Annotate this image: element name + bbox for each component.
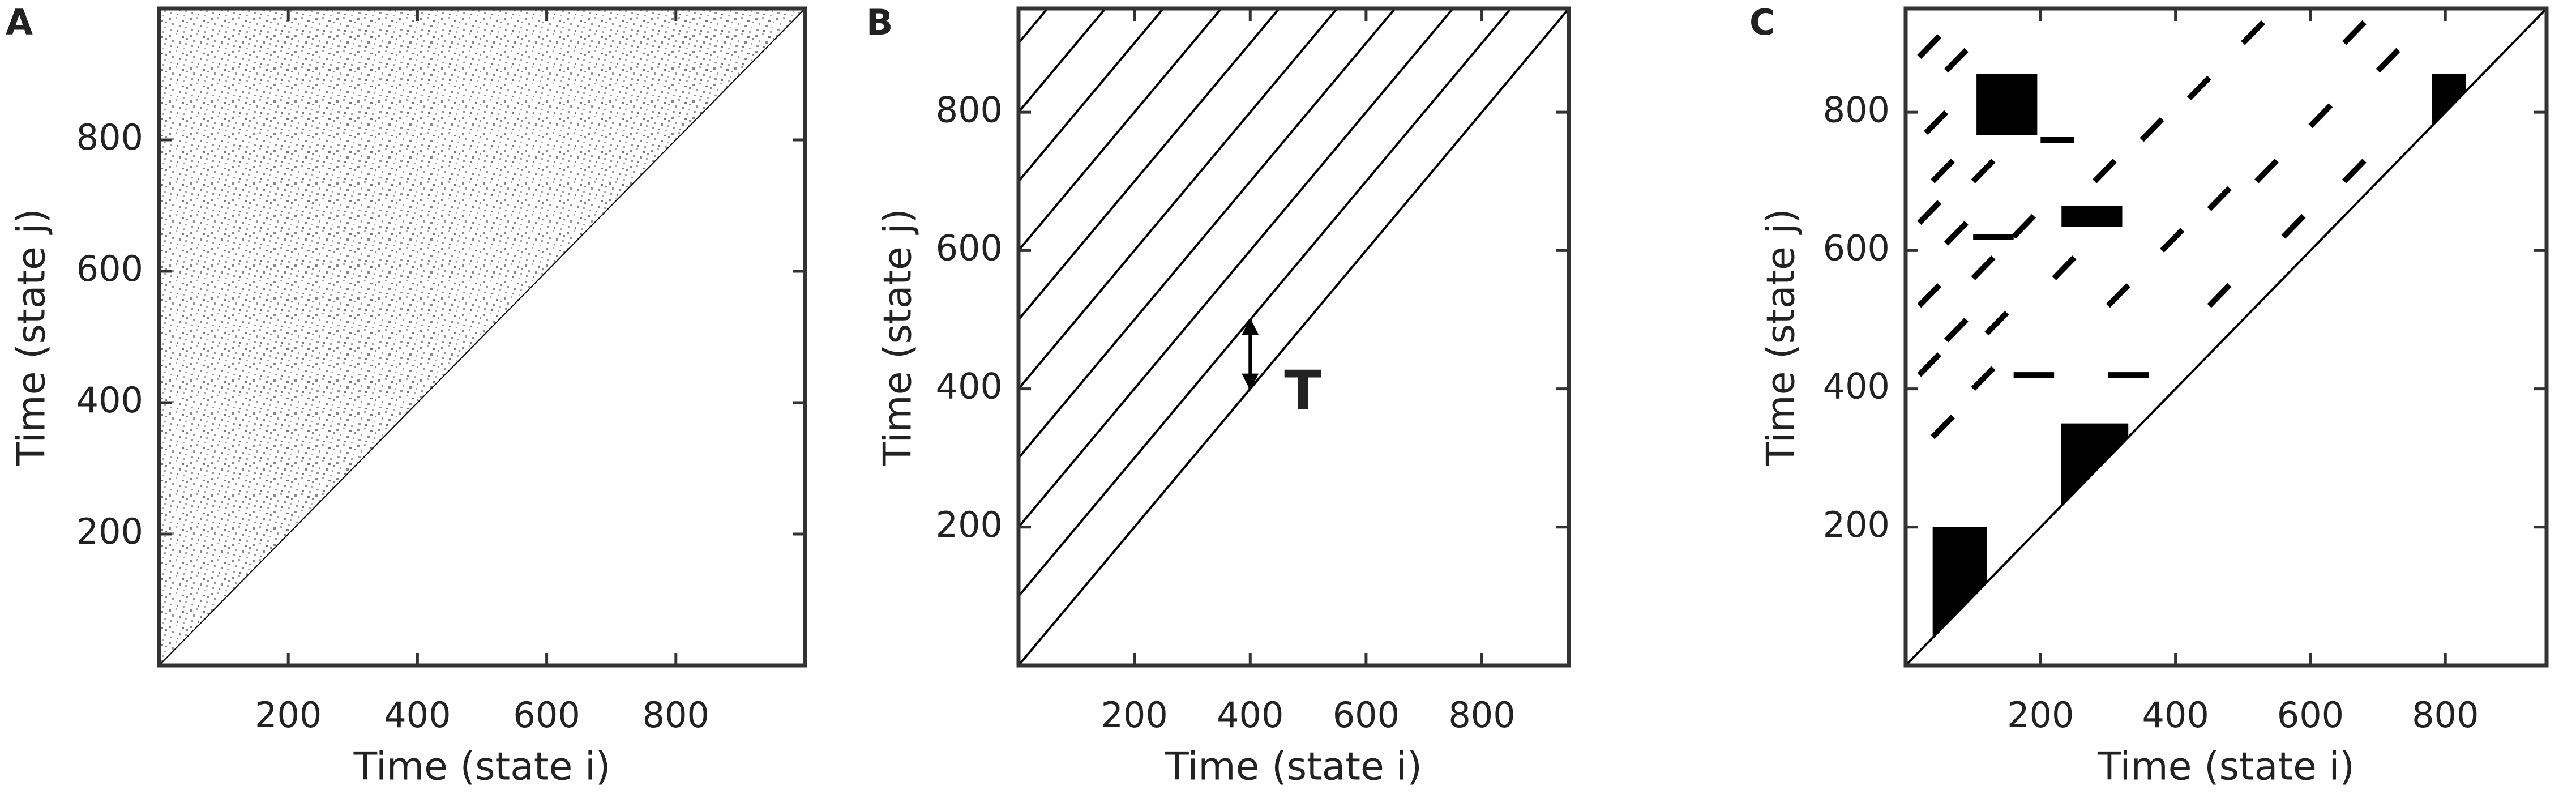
y-tick-label: 200 bbox=[76, 511, 143, 552]
x-tick-label: 400 bbox=[384, 694, 451, 736]
x-tick-label: 600 bbox=[2277, 694, 2344, 736]
x-tick-label: 400 bbox=[2142, 694, 2209, 736]
plot-area bbox=[159, 8, 805, 665]
panel: B T 200 400 600 800 200 400 600 800 Time (state i)… bbox=[866, 2, 1571, 789]
recurrence-segment bbox=[2160, 228, 2185, 253]
y-tick-label: 800 bbox=[1823, 89, 1890, 130]
recurrence-block bbox=[1976, 74, 2038, 135]
recurrence-segment bbox=[2342, 159, 2367, 183]
plot-area bbox=[1019, 8, 1569, 665]
recurrence-segment bbox=[2052, 255, 2077, 280]
diagonal-line bbox=[159, 8, 805, 665]
diagonal-line bbox=[1019, 8, 1396, 459]
y-tick-label: 400 bbox=[936, 366, 1003, 407]
diagonal-line bbox=[1019, 8, 1165, 182]
y-axis-title: Time (state j) bbox=[10, 208, 54, 466]
panel: A 200 400 600 800 200 400 600 800 Time (state i) T… bbox=[6, 2, 807, 789]
x-tick-label: 800 bbox=[643, 694, 709, 736]
x-axis-title: Time (state i) bbox=[1165, 745, 1422, 789]
recurrence-segment bbox=[1917, 34, 1942, 59]
diagonal-line bbox=[1019, 8, 1454, 528]
axes-frame bbox=[1016, 6, 1571, 668]
x-tick-label: 400 bbox=[1217, 694, 1283, 736]
recurrence-segment bbox=[2207, 283, 2232, 308]
recurrence-segment bbox=[2139, 117, 2164, 142]
panel-label: B bbox=[866, 2, 893, 43]
y-tick-label: 200 bbox=[1823, 504, 1890, 545]
recurrence-segment bbox=[1984, 310, 2009, 336]
recurrence-segment bbox=[1944, 221, 1969, 246]
diagonal-line bbox=[1019, 8, 1512, 597]
y-tick-label: 400 bbox=[76, 379, 143, 421]
recurrence-segment bbox=[2106, 283, 2130, 308]
recurrence-segment bbox=[2186, 75, 2211, 101]
recurrence-wedge bbox=[1932, 527, 1987, 638]
diagonal-line bbox=[1019, 8, 1107, 113]
diagonal-line bbox=[1019, 8, 1338, 390]
recurrence-segment bbox=[1917, 352, 1942, 377]
panel-label: C bbox=[1749, 2, 1775, 43]
recurrence-segment bbox=[1971, 159, 1996, 183]
axes-frame bbox=[157, 6, 807, 668]
recurrence-segment bbox=[2281, 214, 2306, 239]
recurrence-segment bbox=[2012, 214, 2036, 239]
diagonal-line bbox=[1019, 8, 1569, 665]
recurrence-segment bbox=[1924, 110, 1949, 135]
y-axis-title: Time (state j) bbox=[876, 208, 921, 466]
recurrence-segment bbox=[2093, 159, 2117, 183]
diagonal-line bbox=[1906, 8, 2547, 665]
y-tick-label: 600 bbox=[1823, 227, 1890, 268]
x-axis-title: Time (state i) bbox=[2097, 745, 2355, 789]
x-axis-title: Time (state i) bbox=[353, 745, 611, 789]
y-axis-title: Time (state j) bbox=[1759, 208, 1804, 466]
recurrence-segment bbox=[2376, 48, 2400, 73]
recurrence-block bbox=[2061, 206, 2123, 227]
annotation-label: T bbox=[1284, 359, 1321, 422]
recurrence-segment bbox=[2254, 159, 2279, 183]
x-tick-label: 600 bbox=[1333, 694, 1400, 736]
recurrence-segment bbox=[1971, 366, 1996, 391]
x-tick-label: 200 bbox=[255, 694, 322, 736]
x-tick-label: 800 bbox=[2412, 694, 2479, 736]
x-tick-label: 800 bbox=[1448, 694, 1515, 736]
recurrence-wedge bbox=[2061, 423, 2129, 507]
diagonal-line bbox=[1019, 8, 1222, 251]
y-tick-label: 200 bbox=[936, 504, 1003, 545]
y-tick-label: 400 bbox=[1823, 366, 1890, 407]
diagonal-line bbox=[1019, 8, 1280, 321]
plot-area bbox=[1906, 8, 2547, 665]
x-tick-label: 200 bbox=[1101, 694, 1167, 736]
panel-label: A bbox=[6, 2, 33, 43]
recurrence-segment bbox=[1917, 283, 1942, 308]
recurrence-segment bbox=[2342, 20, 2367, 45]
panel: C 200 400 600 800 200 400 600 800 Time (state i) T… bbox=[1749, 2, 2549, 789]
y-tick-label: 600 bbox=[76, 248, 143, 289]
recurrence-segment bbox=[1917, 200, 1942, 225]
x-tick-label: 200 bbox=[2007, 694, 2074, 736]
recurrence-segment bbox=[2241, 20, 2266, 45]
recurrence-segment bbox=[2207, 186, 2232, 211]
recurrence-segment bbox=[1931, 159, 1955, 183]
recurrence-segment bbox=[1971, 255, 1996, 280]
recurrence-wedge bbox=[2432, 74, 2466, 126]
recurrence-segment bbox=[1944, 317, 1969, 343]
recurrence-segment bbox=[1931, 414, 1955, 439]
y-tick-label: 800 bbox=[76, 117, 143, 158]
recurrence-segment bbox=[1944, 48, 1969, 73]
recurrence-segment bbox=[2308, 103, 2333, 129]
y-tick-label: 800 bbox=[936, 89, 1003, 130]
x-tick-label: 600 bbox=[513, 694, 580, 736]
axes-frame bbox=[1903, 6, 2549, 668]
y-tick-label: 600 bbox=[936, 227, 1003, 268]
diagonal-line bbox=[1019, 8, 1049, 44]
